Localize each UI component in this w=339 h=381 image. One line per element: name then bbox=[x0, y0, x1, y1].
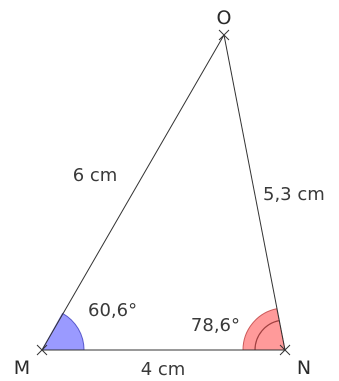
side-label-ON: 5,3 cm bbox=[263, 184, 325, 205]
vertex-marker-N bbox=[279, 344, 291, 356]
vertex-label-N: N bbox=[297, 357, 311, 379]
angle-label-M: 60,6° bbox=[88, 300, 137, 321]
angle-label-N: 78,6° bbox=[191, 315, 240, 336]
side-label-MN: 4 cm bbox=[141, 359, 186, 380]
side-label-MO: 6 cm bbox=[73, 165, 118, 186]
vertex-label-M: M bbox=[14, 357, 30, 379]
angle-M-sector bbox=[41, 312, 85, 351]
side-MO bbox=[41, 34, 225, 351]
vertex-label-O: O bbox=[217, 7, 232, 29]
angle-N-inner-arc bbox=[254, 320, 280, 351]
vertex-marker-O bbox=[218, 29, 230, 41]
side-ON bbox=[223, 34, 286, 351]
vertex-marker-M bbox=[36, 344, 48, 356]
